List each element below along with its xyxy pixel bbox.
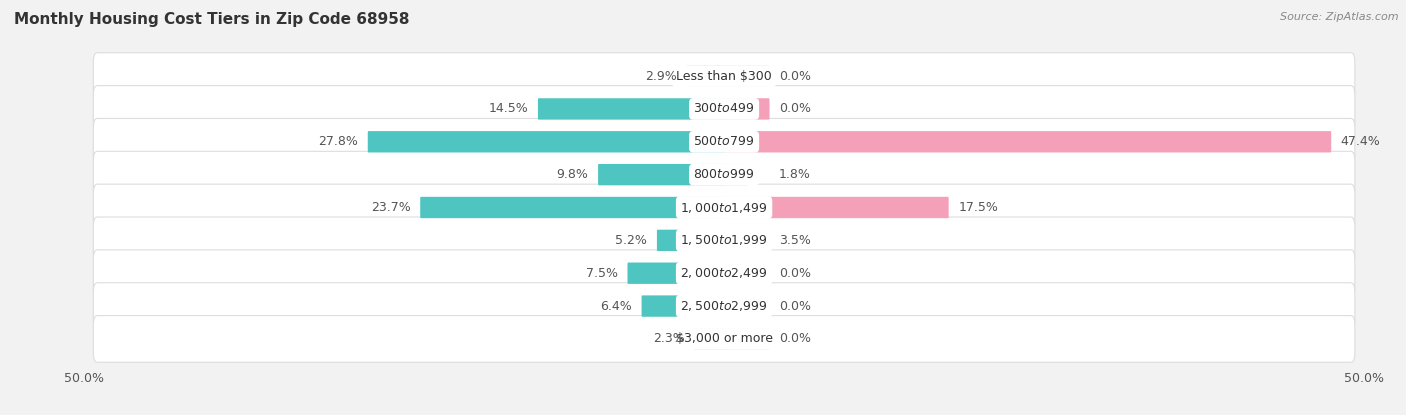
FancyBboxPatch shape <box>695 328 724 349</box>
FancyBboxPatch shape <box>93 283 1355 330</box>
FancyBboxPatch shape <box>657 229 724 251</box>
Text: 27.8%: 27.8% <box>318 135 359 148</box>
Text: 7.5%: 7.5% <box>586 267 617 280</box>
FancyBboxPatch shape <box>93 217 1355 264</box>
Text: $2,500 to $2,999: $2,500 to $2,999 <box>681 299 768 313</box>
Text: 0.0%: 0.0% <box>779 300 811 312</box>
Text: Less than $300: Less than $300 <box>676 70 772 83</box>
FancyBboxPatch shape <box>641 295 724 317</box>
Text: 2.9%: 2.9% <box>645 70 676 83</box>
FancyBboxPatch shape <box>724 164 748 186</box>
Text: 0.0%: 0.0% <box>779 70 811 83</box>
Text: Source: ZipAtlas.com: Source: ZipAtlas.com <box>1281 12 1399 22</box>
Text: 23.7%: 23.7% <box>371 201 411 214</box>
FancyBboxPatch shape <box>93 151 1355 198</box>
Text: Monthly Housing Cost Tiers in Zip Code 68958: Monthly Housing Cost Tiers in Zip Code 6… <box>14 12 409 27</box>
FancyBboxPatch shape <box>724 263 769 284</box>
Text: $800 to $999: $800 to $999 <box>693 168 755 181</box>
Text: $2,000 to $2,499: $2,000 to $2,499 <box>681 266 768 280</box>
FancyBboxPatch shape <box>93 184 1355 231</box>
FancyBboxPatch shape <box>724 197 949 218</box>
Text: $300 to $499: $300 to $499 <box>693 103 755 115</box>
Text: 2.3%: 2.3% <box>652 332 685 345</box>
Text: $3,000 or more: $3,000 or more <box>676 332 772 345</box>
Text: $1,000 to $1,499: $1,000 to $1,499 <box>681 200 768 215</box>
FancyBboxPatch shape <box>538 98 724 120</box>
FancyBboxPatch shape <box>368 131 724 152</box>
FancyBboxPatch shape <box>724 229 769 251</box>
Text: 17.5%: 17.5% <box>959 201 998 214</box>
Text: $500 to $799: $500 to $799 <box>693 135 755 148</box>
Text: 9.8%: 9.8% <box>557 168 589 181</box>
FancyBboxPatch shape <box>93 118 1355 165</box>
FancyBboxPatch shape <box>686 66 724 87</box>
FancyBboxPatch shape <box>93 250 1355 297</box>
FancyBboxPatch shape <box>724 328 769 349</box>
Text: 0.0%: 0.0% <box>779 267 811 280</box>
FancyBboxPatch shape <box>420 197 724 218</box>
FancyBboxPatch shape <box>724 66 769 87</box>
FancyBboxPatch shape <box>93 53 1355 100</box>
FancyBboxPatch shape <box>724 295 769 317</box>
Text: 3.5%: 3.5% <box>779 234 811 247</box>
FancyBboxPatch shape <box>93 85 1355 132</box>
Text: 6.4%: 6.4% <box>600 300 631 312</box>
FancyBboxPatch shape <box>598 164 724 186</box>
Text: 47.4%: 47.4% <box>1341 135 1381 148</box>
FancyBboxPatch shape <box>724 131 1331 152</box>
Text: 14.5%: 14.5% <box>488 103 529 115</box>
Text: $1,500 to $1,999: $1,500 to $1,999 <box>681 233 768 247</box>
FancyBboxPatch shape <box>724 98 769 120</box>
FancyBboxPatch shape <box>93 315 1355 362</box>
Text: 5.2%: 5.2% <box>616 234 647 247</box>
Text: 0.0%: 0.0% <box>779 332 811 345</box>
FancyBboxPatch shape <box>627 263 724 284</box>
Text: 0.0%: 0.0% <box>779 103 811 115</box>
Text: 1.8%: 1.8% <box>779 168 811 181</box>
